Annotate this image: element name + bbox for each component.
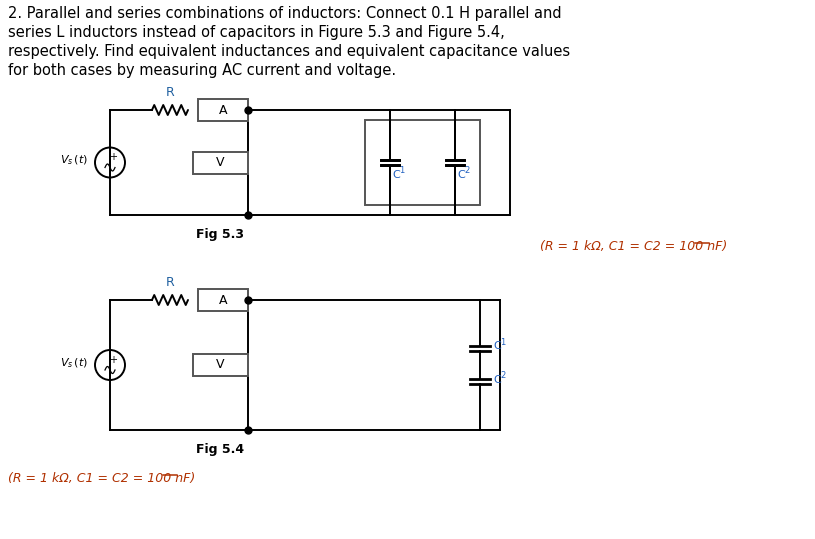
Text: $V_s\,(t)$: $V_s\,(t)$ [60, 154, 88, 167]
Text: 1: 1 [399, 166, 404, 175]
Bar [198, 289, 248, 311]
Bar [198, 99, 248, 121]
Text: series L inductors instead of capacitors in Figure 5.3 and Figure 5.4,: series L inductors instead of capacitors… [8, 25, 504, 40]
Text: for both cases by measuring AC current and voltage.: for both cases by measuring AC current a… [8, 63, 396, 78]
Text: (R = 1 kΩ, C1 = C2 = 100 nF): (R = 1 kΩ, C1 = C2 = 100 nF) [8, 472, 196, 485]
Text: C: C [493, 375, 500, 385]
Text: V: V [216, 358, 225, 371]
Text: $V_s\,(t)$: $V_s\,(t)$ [60, 356, 88, 370]
Text: C: C [392, 169, 399, 179]
Text: R: R [165, 276, 174, 289]
Text: 1: 1 [500, 337, 505, 347]
Bar [193, 151, 248, 174]
Text: 2: 2 [464, 166, 469, 175]
Text: 2. Parallel and series combinations of inductors: Connect 0.1 H parallel and: 2. Parallel and series combinations of i… [8, 6, 562, 21]
Bar [365, 120, 480, 205]
Text: +: + [109, 153, 117, 162]
Text: V: V [216, 156, 225, 169]
Text: C: C [493, 341, 500, 351]
Text: Fig 5.3: Fig 5.3 [196, 228, 244, 241]
Text: A: A [218, 103, 227, 116]
Text: A: A [218, 294, 227, 307]
Text: respectively. Find equivalent inductances and equivalent capacitance values: respectively. Find equivalent inductance… [8, 44, 570, 59]
Text: (R = 1 kΩ, C1 = C2 = 100 nF): (R = 1 kΩ, C1 = C2 = 100 nF) [540, 240, 727, 253]
Text: C: C [457, 169, 465, 179]
Text: R: R [165, 86, 174, 99]
Bar [193, 354, 248, 376]
Text: +: + [109, 355, 117, 365]
Text: 2: 2 [500, 371, 505, 381]
Text: Fig 5.4: Fig 5.4 [196, 443, 244, 456]
